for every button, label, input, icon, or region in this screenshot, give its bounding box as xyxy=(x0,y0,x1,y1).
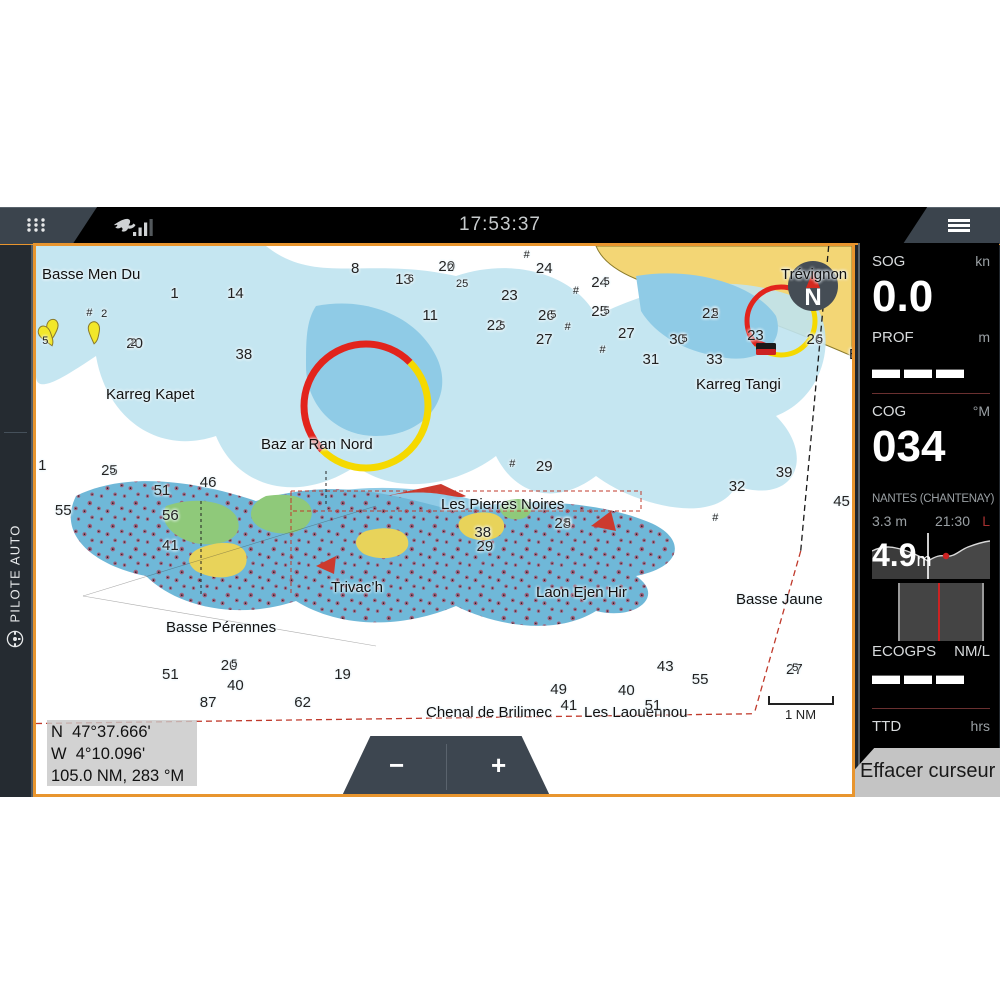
svg-text:N: N xyxy=(804,284,821,311)
